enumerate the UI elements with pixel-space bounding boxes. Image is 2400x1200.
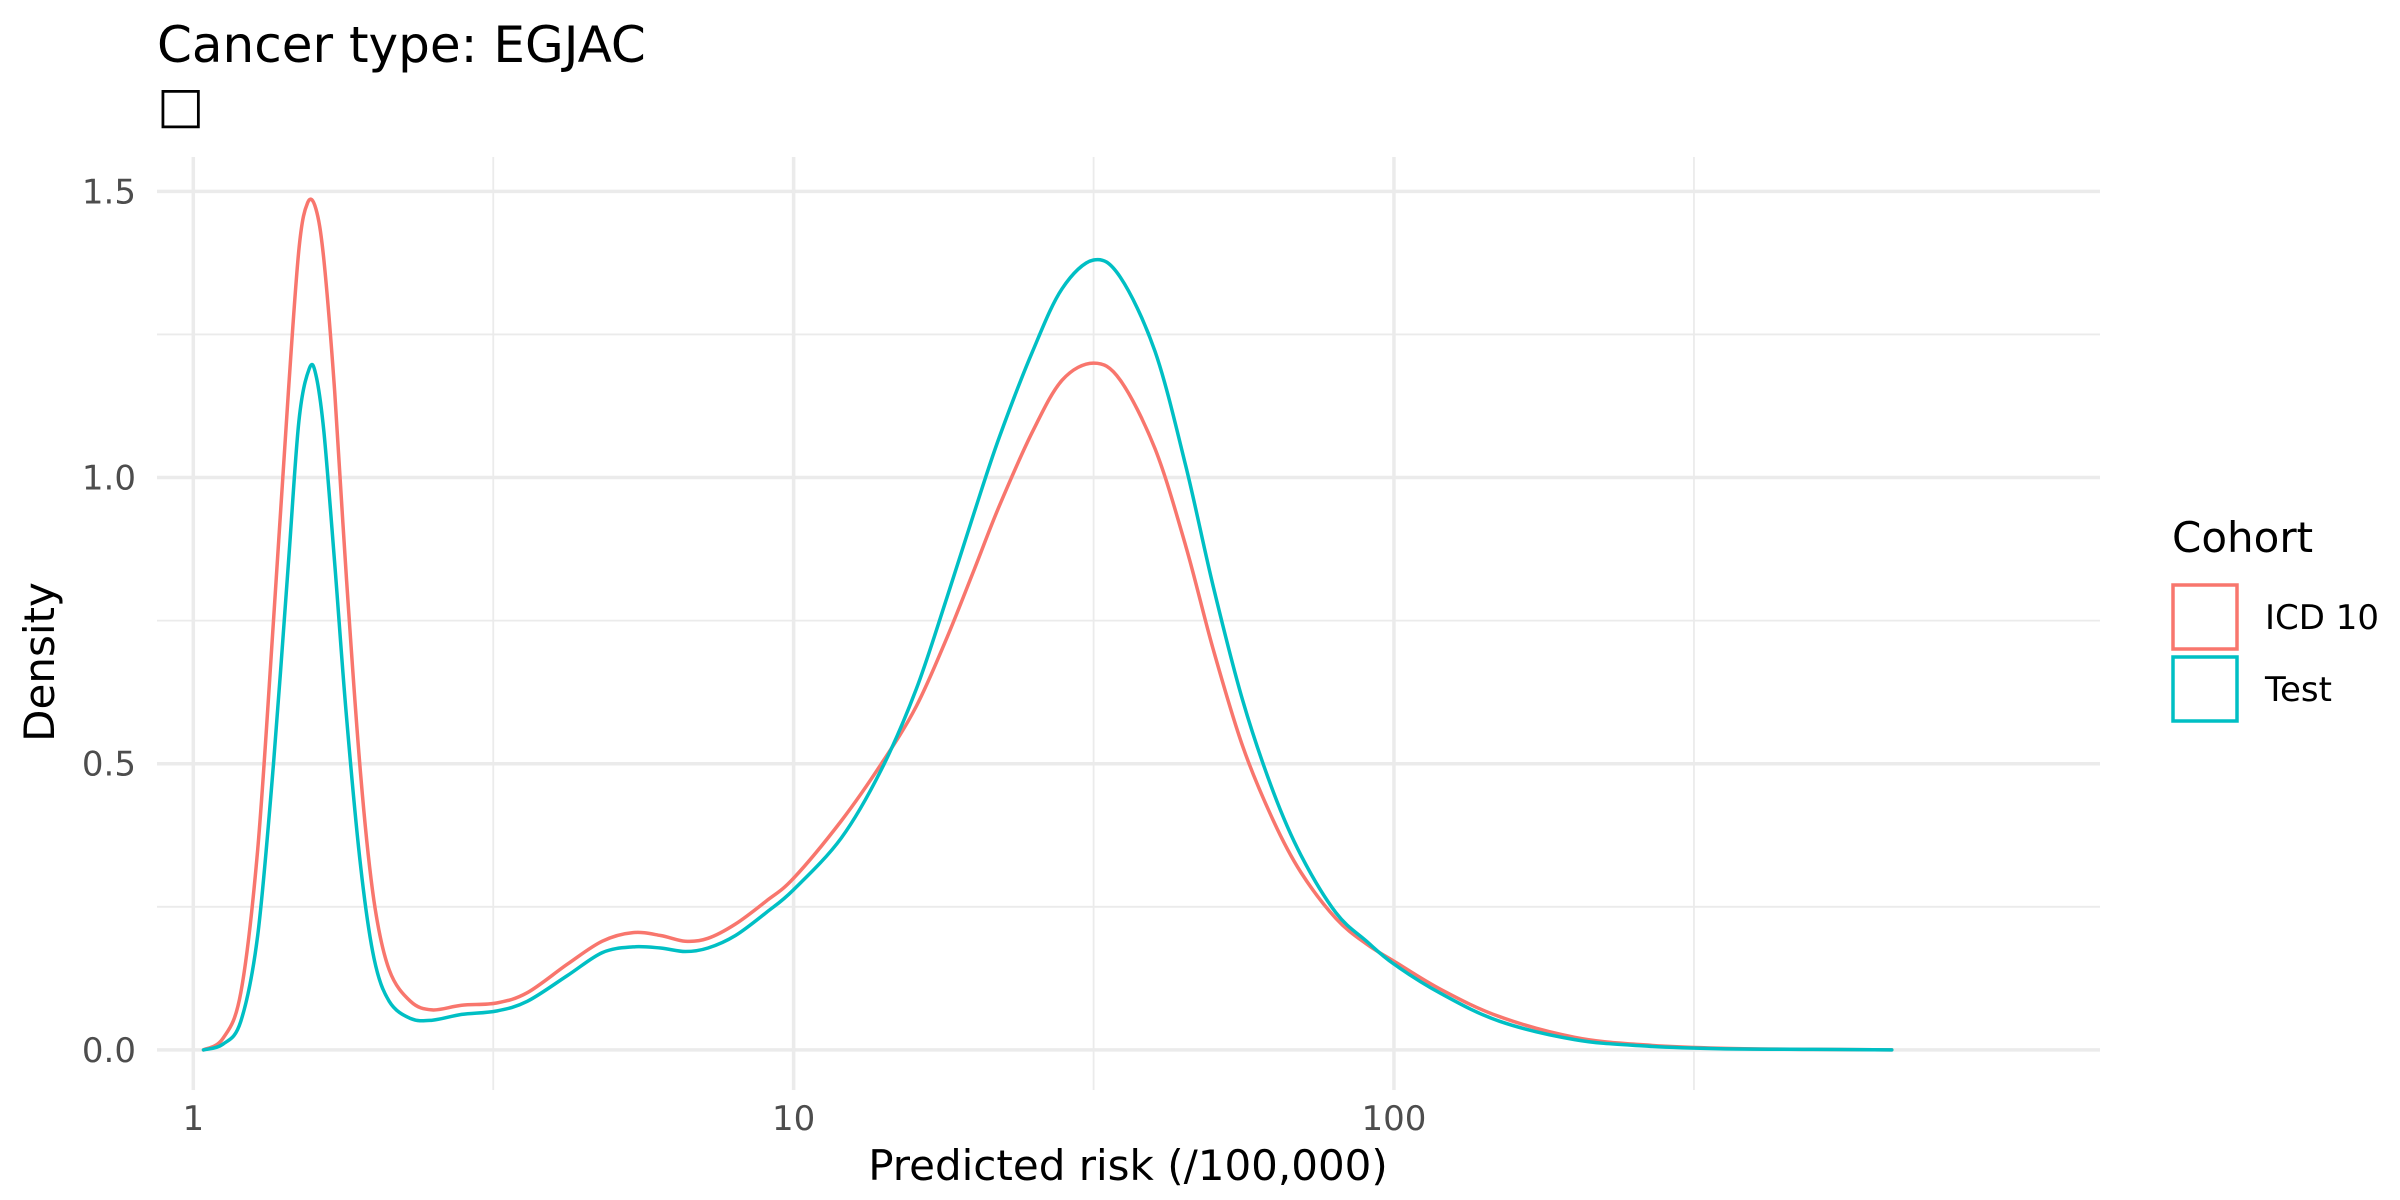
legend: Cohort ICD 10 Test bbox=[2171, 513, 2379, 723]
series-line-icd-10 bbox=[201, 197, 1894, 1052]
legend-label: ICD 10 bbox=[2265, 598, 2379, 638]
axis-ticks: 0.0 0.5 1.0 1.5 1 10 100 bbox=[82, 172, 1426, 1139]
legend-title: Cohort bbox=[2172, 513, 2313, 562]
legend-key-icd-10 bbox=[2171, 583, 2239, 651]
x-tick-label: 100 bbox=[1362, 1099, 1427, 1139]
series-line-test bbox=[201, 257, 1894, 1052]
legend-key-test bbox=[2171, 655, 2239, 723]
chart-title: Cancer type: EGJAC bbox=[157, 16, 646, 74]
x-tick-label: 10 bbox=[772, 1099, 815, 1139]
y-tick-label: 1.0 bbox=[82, 459, 136, 499]
x-axis-title: Predicted risk (/100,000) bbox=[868, 1141, 1388, 1190]
y-tick-label: 0.5 bbox=[82, 745, 136, 785]
gridlines bbox=[157, 157, 2100, 1090]
chart-subtitle: □ bbox=[157, 76, 204, 134]
density-lines bbox=[201, 197, 1894, 1052]
x-tick-label: 1 bbox=[182, 1099, 204, 1139]
legend-label: Test bbox=[2264, 670, 2332, 710]
y-axis-title: Density bbox=[15, 582, 64, 742]
y-tick-label: 1.5 bbox=[82, 172, 136, 212]
y-tick-label: 0.0 bbox=[82, 1031, 136, 1071]
